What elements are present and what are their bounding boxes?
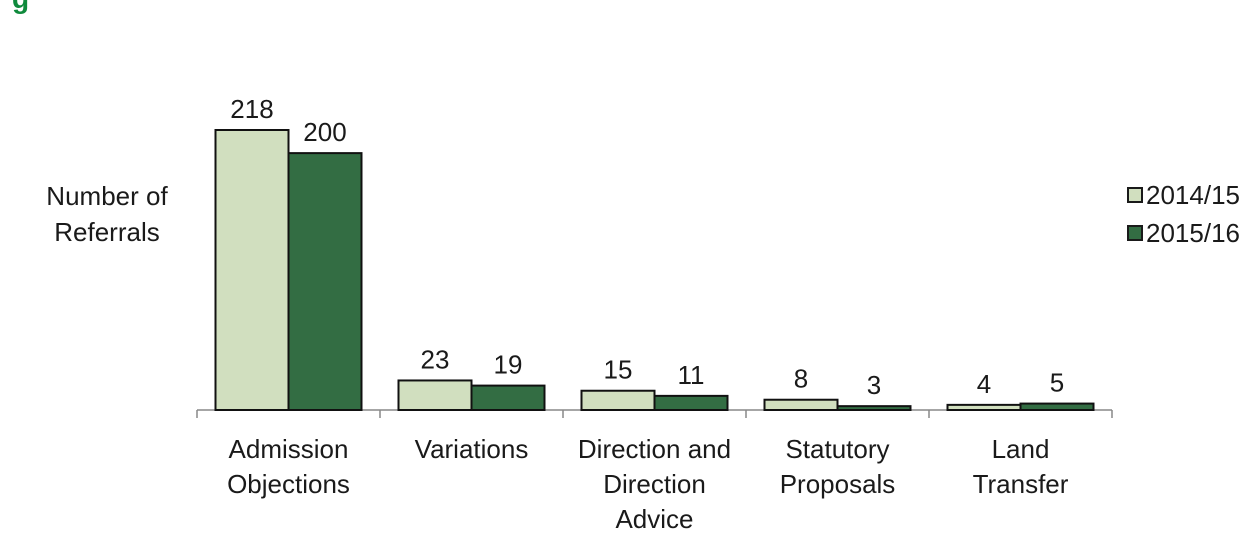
data-label: 11 xyxy=(678,360,705,390)
page-title: g xyxy=(12,0,29,15)
x-tick-label: Proposals xyxy=(780,469,896,499)
legend-item-2015-16: 2015/16 xyxy=(1127,214,1240,252)
chart-panel: g Number of Referrals 218 200 Admission Obj… xyxy=(12,0,1250,548)
bar-2015-16 xyxy=(836,405,912,412)
bar-2014-15 xyxy=(580,389,656,412)
bar-2014-15 xyxy=(763,398,839,411)
data-label: 15 xyxy=(604,355,633,385)
legend-label: 2014/15 xyxy=(1146,179,1240,210)
y-axis-label: Number of Referrals xyxy=(32,178,182,250)
bar-2014-15 xyxy=(397,379,473,411)
bar-2015-16 xyxy=(470,384,546,412)
data-label: 4 xyxy=(977,369,991,399)
data-label: 5 xyxy=(1050,368,1064,398)
y-axis-label-line: Referrals xyxy=(54,217,160,247)
legend-swatch-2015-16 xyxy=(1127,225,1143,241)
bar-2015-16 xyxy=(1019,402,1095,411)
bar-2014-15 xyxy=(214,129,290,411)
data-label: 19 xyxy=(494,350,523,380)
x-tick-label: Variations xyxy=(415,434,529,464)
data-label: 8 xyxy=(794,364,808,394)
legend-label: 2015/16 xyxy=(1146,217,1240,248)
x-tick-label: Objections xyxy=(227,469,350,499)
data-label: 3 xyxy=(867,370,881,400)
x-tick-label: Direction and xyxy=(578,434,731,464)
x-tick-label: Direction xyxy=(603,469,706,499)
bar-2014-15 xyxy=(946,403,1022,412)
legend-item-2014-15: 2014/15 xyxy=(1127,176,1240,214)
x-tick-label: Transfer xyxy=(973,469,1069,499)
y-axis-label-line: Number of xyxy=(46,181,168,211)
data-label: 200 xyxy=(303,117,346,147)
legend: 2014/15 2015/16 xyxy=(1127,176,1240,252)
data-label: 23 xyxy=(421,344,450,374)
legend-swatch-2014-15 xyxy=(1127,187,1143,203)
bar-2015-16 xyxy=(653,394,729,411)
data-label: 218 xyxy=(230,94,273,124)
x-tick-label: Admission xyxy=(229,434,349,464)
x-tick-label: Land xyxy=(992,434,1050,464)
bar-chart: 218 200 Admission Objections 23 19 Variations 1… xyxy=(196,94,1113,534)
x-tick-label: Statutory xyxy=(785,434,889,464)
x-tick-label: Advice xyxy=(615,504,693,534)
bar-2015-16 xyxy=(287,152,363,411)
